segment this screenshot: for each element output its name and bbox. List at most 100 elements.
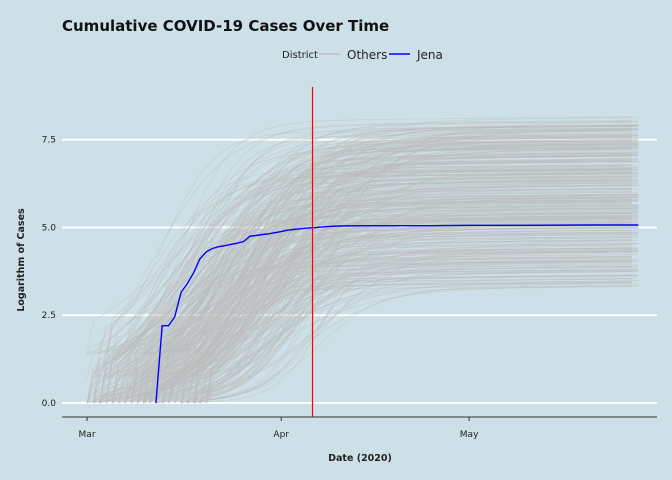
- others-line-150: [193, 204, 639, 404]
- others-line-97: [155, 197, 639, 404]
- others-line-375: [149, 181, 632, 404]
- others-line-333: [136, 198, 632, 404]
- others-line-263: [186, 202, 632, 404]
- others-line-262: [136, 159, 632, 404]
- others-line-236: [161, 153, 632, 404]
- others-line-296: [180, 184, 639, 404]
- others-line-12: [168, 152, 639, 404]
- others-line-151: [199, 167, 632, 404]
- others-line-87: [161, 122, 632, 355]
- others-line-258: [118, 154, 639, 355]
- others-line-116: [155, 213, 639, 404]
- others-line-318: [92, 160, 639, 404]
- others-line-360: [105, 215, 639, 379]
- others-line-227: [155, 217, 639, 404]
- others-line-198: [143, 191, 639, 379]
- others-line-11: [199, 222, 632, 404]
- y-tick-label-3: 7.5: [42, 136, 56, 146]
- grid-lines: [62, 138, 657, 404]
- others-line-253: [155, 143, 639, 404]
- others-line-388: [118, 169, 639, 355]
- others-line-79: [118, 207, 639, 404]
- others-line-349: [174, 164, 632, 404]
- others-line-269: [143, 130, 639, 404]
- others-line-37: [149, 184, 632, 404]
- others-line-113: [130, 170, 639, 404]
- others-line-291: [193, 171, 639, 404]
- others-line-335: [143, 174, 639, 404]
- others-line-7: [143, 135, 639, 404]
- others-line-3: [124, 140, 632, 404]
- others-line-395: [124, 257, 632, 404]
- others-line-51: [149, 266, 632, 404]
- others-line-257: [205, 226, 639, 404]
- others-line-324: [124, 188, 632, 404]
- others-line-137: [136, 212, 632, 404]
- others-line-1: [92, 226, 639, 404]
- others-line-131: [193, 214, 639, 404]
- y-tick-label-0: 0.0: [42, 399, 57, 409]
- others-line-356: [193, 134, 639, 404]
- others-line-171: [180, 280, 639, 404]
- others-line-121: [118, 217, 639, 380]
- others-line-397: [186, 202, 632, 404]
- others-line-67: [111, 196, 632, 404]
- y-axis-title: Logarithm of Cases: [16, 208, 27, 312]
- others-line-288: [130, 124, 639, 404]
- others-line-134: [187, 285, 632, 404]
- others-line-29: [143, 197, 639, 404]
- others-line-214: [111, 190, 632, 404]
- others-line-315: [180, 236, 639, 404]
- others-line-225: [111, 144, 632, 355]
- others-line-297: [149, 164, 632, 404]
- others-line-378: [199, 200, 632, 404]
- others-line-163: [168, 137, 639, 404]
- others-line-396: [130, 167, 639, 355]
- others-line-101: [180, 161, 639, 404]
- others-line-157: [124, 191, 632, 379]
- others-line-138: [143, 215, 639, 404]
- others-line-127: [87, 281, 632, 404]
- others-line-86: [180, 259, 639, 404]
- others-line-75: [168, 141, 639, 404]
- others-line-52: [86, 219, 632, 379]
- others-line-180: [92, 176, 639, 404]
- others-line-64: [99, 178, 632, 379]
- others-line-202: [118, 231, 639, 404]
- others-line-94: [199, 164, 632, 404]
- others-line-314: [130, 232, 639, 404]
- others-line-383: [124, 152, 632, 404]
- others-line-220: [168, 142, 639, 404]
- others-line-235: [161, 260, 632, 355]
- others-line-292: [193, 129, 639, 379]
- others-line-59: [186, 175, 632, 355]
- others-line-240: [161, 137, 632, 355]
- others-line-170: [105, 146, 639, 404]
- others-line-55: [124, 169, 632, 380]
- others-line-229: [168, 144, 639, 404]
- others-line-93: [174, 157, 632, 404]
- others-line-351: [180, 185, 639, 404]
- others-line-217: [130, 154, 639, 404]
- others-line-322: [199, 148, 632, 379]
- others-line-14: [174, 240, 632, 379]
- others-line-187: [130, 271, 639, 404]
- others-line-76: [161, 208, 632, 404]
- others-line-128: [130, 227, 639, 404]
- others-line-50: [86, 173, 632, 355]
- others-line-218: [111, 259, 632, 404]
- others-line-160: [174, 184, 632, 404]
- y-tick-label-2: 5.0: [42, 223, 57, 233]
- others-line-363: [105, 264, 639, 355]
- others-line-345: [99, 247, 632, 404]
- others-line-176: [205, 268, 639, 404]
- x-tick-label-0: Mar: [79, 430, 96, 440]
- others-line-264: [180, 129, 639, 355]
- others-line-18: [99, 217, 632, 404]
- others-line-34: [155, 212, 639, 379]
- others-line-148: [99, 231, 632, 404]
- others-line-118: [186, 271, 632, 404]
- others-line-313: [149, 274, 632, 404]
- others-line-48: [86, 155, 632, 355]
- others-line-387: [99, 172, 632, 404]
